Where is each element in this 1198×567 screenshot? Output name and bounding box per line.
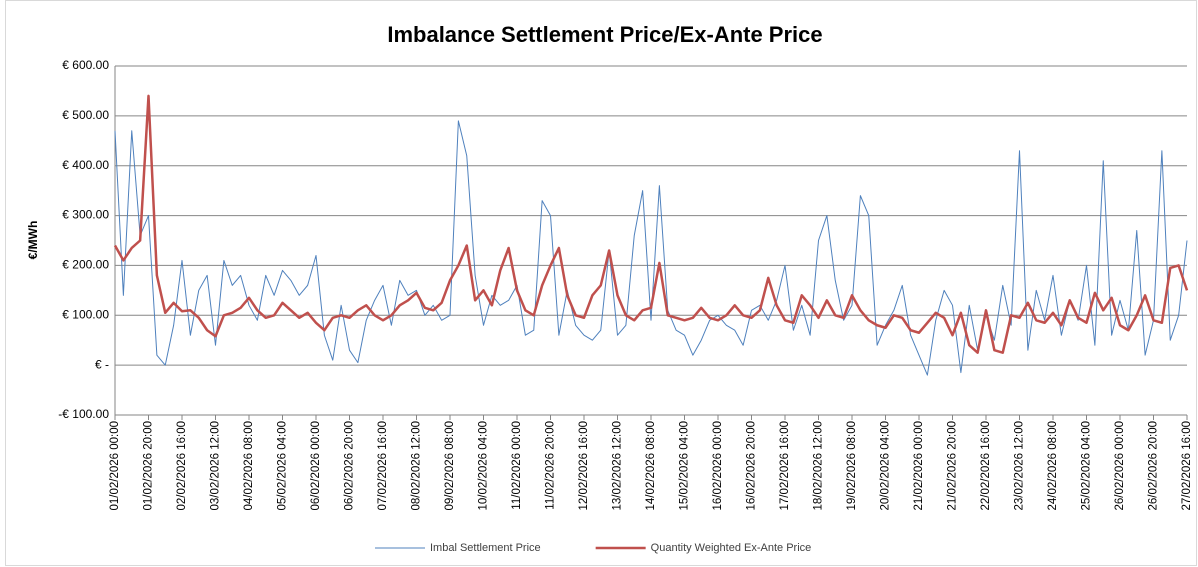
x-tick-label: 05/02/2026 04:00 xyxy=(277,421,289,511)
y-tick-label: € 500.00 xyxy=(62,108,109,122)
y-tick-label: € 300.00 xyxy=(62,208,109,222)
x-tick-label: 06/02/2026 00:00 xyxy=(310,421,322,511)
x-tick-label: 01/02/2026 20:00 xyxy=(143,421,155,511)
x-tick-label: 17/02/2026 16:00 xyxy=(779,421,791,511)
x-tick-label: 03/02/2026 12:00 xyxy=(210,421,222,511)
plot-area: -€ 100.00 € - € 100.00 € 200.00 € 300.00 € 40… xyxy=(58,58,1193,554)
legend-label: Quantity Weighted Ex-Ante Price xyxy=(651,542,812,554)
x-tick-label: 22/02/2026 16:00 xyxy=(980,421,992,511)
x-tick-label: 13/02/2026 12:00 xyxy=(612,421,624,511)
x-tick-label: 12/02/2026 16:00 xyxy=(578,421,590,511)
x-tick-label: 07/02/2026 16:00 xyxy=(377,421,389,511)
x-tick-label: 25/02/2026 04:00 xyxy=(1081,421,1093,511)
x-tick-label: 26/02/2026 20:00 xyxy=(1148,421,1160,511)
y-tick-label: € 600.00 xyxy=(62,58,109,72)
x-tick-label: 09/02/2026 08:00 xyxy=(444,421,456,511)
x-tick-label: 27/02/2026 16:00 xyxy=(1181,421,1193,511)
x-tick-label: 19/02/2026 08:00 xyxy=(846,421,858,511)
x-tick-label: 01/02/2026 00:00 xyxy=(109,421,121,511)
x-tick-label: 16/02/2026 20:00 xyxy=(746,421,758,511)
x-tick-label: 20/02/2026 04:00 xyxy=(880,421,892,511)
x-tick-label: 18/02/2026 12:00 xyxy=(813,421,825,511)
chart-title: Imbalance Settlement Price/Ex-Ante Price xyxy=(387,22,822,47)
x-tick-label: 11/02/2026 00:00 xyxy=(511,421,523,510)
y-tick-label: -€ 100.00 xyxy=(58,407,109,421)
x-tick-label: 02/02/2026 16:00 xyxy=(176,421,188,511)
series-line xyxy=(113,94,1189,354)
x-tick-label: 21/02/2026 20:00 xyxy=(947,421,959,511)
x-tick-label: 15/02/2026 04:00 xyxy=(679,421,691,511)
x-tick-label: 10/02/2026 04:00 xyxy=(478,421,490,511)
series-line xyxy=(114,120,1188,376)
legend-label: Imbal Settlement Price xyxy=(430,542,541,554)
x-tick-label: 26/02/2026 00:00 xyxy=(1114,421,1126,511)
x-tick-label: 21/02/2026 00:00 xyxy=(913,421,925,511)
x-tick-label: 04/02/2026 08:00 xyxy=(243,421,255,511)
y-tick-label: € 400.00 xyxy=(62,158,109,172)
x-tick-label: 11/02/2026 20:00 xyxy=(545,421,557,510)
x-tick-label: 24/02/2026 08:00 xyxy=(1047,421,1059,511)
y-tick-label: € 100.00 xyxy=(62,307,109,321)
x-tick-label: 14/02/2026 08:00 xyxy=(645,421,657,511)
y-tick-label: € - xyxy=(95,357,109,371)
x-tick-label: 23/02/2026 12:00 xyxy=(1014,421,1026,511)
y-tick-label: € 200.00 xyxy=(62,258,109,272)
x-tick-label: 06/02/2026 20:00 xyxy=(344,421,356,511)
y-axis-label: €/MWh xyxy=(26,221,40,260)
x-tick-label: 08/02/2026 12:00 xyxy=(411,421,423,511)
x-tick-label: 16/02/2026 00:00 xyxy=(712,421,724,511)
